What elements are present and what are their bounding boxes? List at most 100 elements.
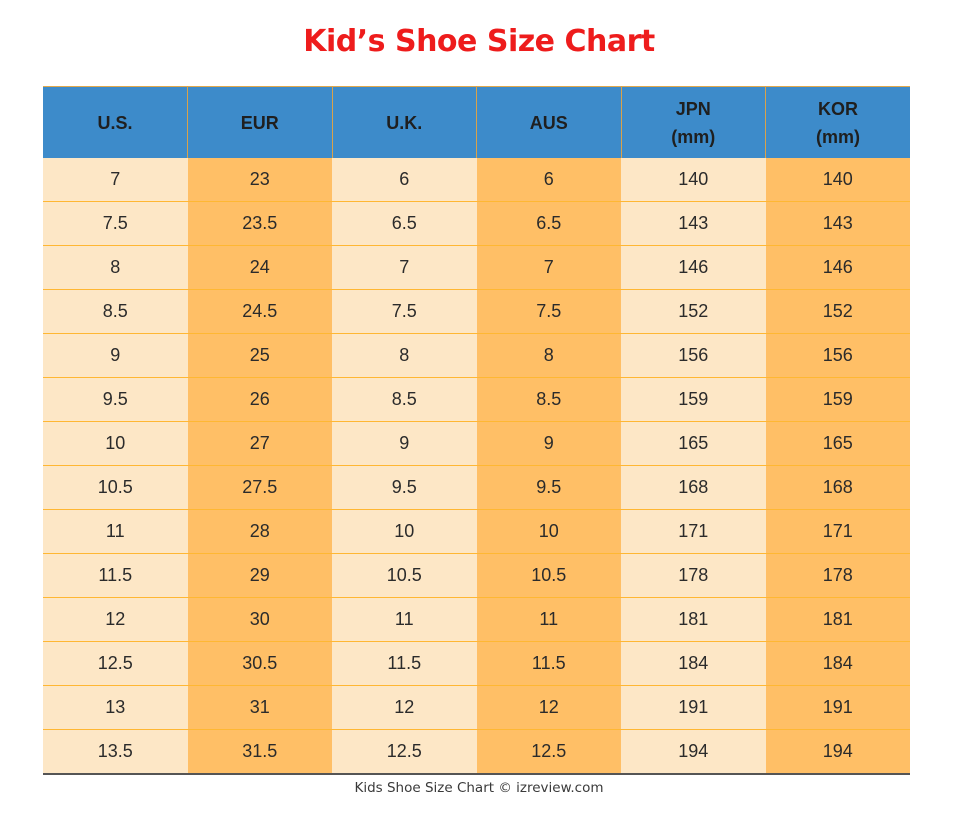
table-header-row: U.S. EUR U.K. AUS JPN (mm) KOR (mm) [43,86,910,158]
cell-kor: 140 [765,158,910,202]
page-title: Kid’s Shoe Size Chart [303,24,655,59]
table-row: 7 23 6 6 140 140 [43,158,910,202]
cell-kor: 191 [765,685,910,730]
cell-jpn: 165 [621,421,766,466]
cell-eur: 31.5 [187,729,332,775]
cell-uk: 8.5 [332,377,477,422]
cell-aus: 9 [476,421,621,466]
chart-caption: Kids Shoe Size Chart © izreview.com [354,780,604,796]
cell-kor: 178 [765,553,910,598]
cell-aus: 11 [476,597,621,642]
column-header-label: EUR [240,112,279,133]
column-header-label: KOR [818,98,858,119]
cell-eur: 27.5 [187,465,332,510]
cell-jpn: 178 [621,553,766,598]
cell-us: 12.5 [43,641,188,686]
cell-jpn: 156 [621,333,766,378]
table-body: 7 23 6 6 140 140 7.5 23.5 6.5 6.5 143 143 8 24 7 7 146 14… [43,158,910,775]
cell-jpn: 194 [621,729,766,775]
cell-uk: 7.5 [332,289,477,334]
column-header-jpn: JPN (mm) [621,86,766,158]
cell-uk: 12.5 [332,729,477,775]
table-row: 9.5 26 8.5 8.5 159 159 [43,377,910,422]
cell-kor: 156 [765,333,910,378]
column-header-us: U.S. [43,86,188,158]
cell-eur: 23 [187,158,332,202]
cell-kor: 168 [765,465,910,510]
cell-aus: 7.5 [476,289,621,334]
cell-us: 9 [43,333,188,378]
cell-jpn: 168 [621,465,766,510]
column-header-eur: EUR [187,86,333,158]
cell-aus: 12.5 [476,729,621,775]
cell-jpn: 143 [621,201,766,246]
cell-uk: 11.5 [332,641,477,686]
column-header-kor: KOR (mm) [765,86,910,158]
column-header-unit: (mm) [671,126,716,147]
cell-us: 7.5 [43,201,188,246]
cell-eur: 30.5 [187,641,332,686]
cell-jpn: 140 [621,158,766,202]
table-row: 13.5 31.5 12.5 12.5 194 194 [43,729,910,775]
cell-us: 8 [43,245,188,290]
cell-kor: 143 [765,201,910,246]
cell-us: 13 [43,685,188,730]
cell-uk: 6.5 [332,201,477,246]
table-row: 10.5 27.5 9.5 9.5 168 168 [43,465,910,510]
cell-jpn: 146 [621,245,766,290]
table-row: 10 27 9 9 165 165 [43,421,910,466]
cell-aus: 11.5 [476,641,621,686]
cell-uk: 9 [332,421,477,466]
cell-kor: 159 [765,377,910,422]
cell-us: 10.5 [43,465,188,510]
cell-uk: 9.5 [332,465,477,510]
cell-eur: 28 [187,509,332,554]
column-header-label: U.S. [97,112,133,133]
cell-aus: 7 [476,245,621,290]
column-header-label: U.K. [386,112,423,133]
shoe-size-table: U.S. EUR U.K. AUS JPN (mm) KOR (mm) 7 23 6… [43,86,910,775]
cell-jpn: 184 [621,641,766,686]
cell-uk: 7 [332,245,477,290]
table-row: 8.5 24.5 7.5 7.5 152 152 [43,289,910,334]
cell-us: 13.5 [43,729,188,775]
table-row: 12 30 11 11 181 181 [43,597,910,642]
cell-aus: 8.5 [476,377,621,422]
cell-eur: 29 [187,553,332,598]
cell-kor: 184 [765,641,910,686]
cell-us: 10 [43,421,188,466]
cell-jpn: 191 [621,685,766,730]
cell-eur: 27 [187,421,332,466]
column-header-label: JPN [675,98,711,119]
cell-uk: 10.5 [332,553,477,598]
cell-eur: 25 [187,333,332,378]
cell-aus: 6.5 [476,201,621,246]
cell-jpn: 181 [621,597,766,642]
cell-uk: 8 [332,333,477,378]
cell-kor: 181 [765,597,910,642]
cell-aus: 6 [476,158,621,202]
table-row: 9 25 8 8 156 156 [43,333,910,378]
cell-eur: 23.5 [187,201,332,246]
cell-aus: 10.5 [476,553,621,598]
cell-eur: 31 [187,685,332,730]
cell-jpn: 159 [621,377,766,422]
cell-eur: 24.5 [187,289,332,334]
cell-uk: 11 [332,597,477,642]
cell-kor: 152 [765,289,910,334]
cell-us: 11.5 [43,553,188,598]
cell-eur: 24 [187,245,332,290]
cell-jpn: 152 [621,289,766,334]
cell-kor: 194 [765,729,910,775]
cell-us: 9.5 [43,377,188,422]
column-header-aus: AUS [476,86,622,158]
cell-uk: 12 [332,685,477,730]
table-row: 11.5 29 10.5 10.5 178 178 [43,553,910,598]
cell-us: 12 [43,597,188,642]
column-header-uk: U.K. [332,86,477,158]
cell-us: 11 [43,509,188,554]
table-row: 7.5 23.5 6.5 6.5 143 143 [43,201,910,246]
cell-us: 8.5 [43,289,188,334]
column-header-unit: (mm) [816,126,860,147]
cell-aus: 8 [476,333,621,378]
